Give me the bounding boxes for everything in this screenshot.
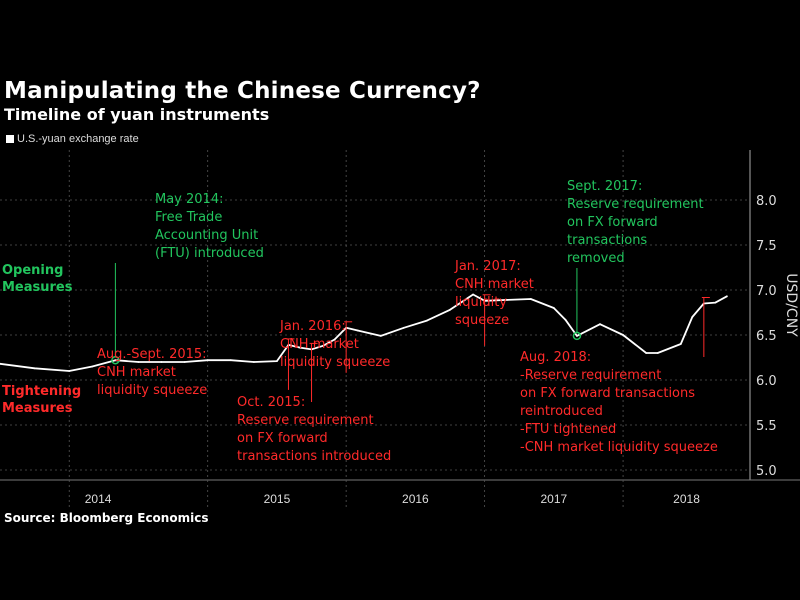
data-point [379, 335, 382, 337]
annotation-text: Jan. 2017: [454, 259, 521, 274]
x-tick-label: 2018 [673, 492, 700, 506]
annotation-text: on FX forward transactions [520, 386, 695, 401]
data-point [183, 361, 186, 363]
data-point [229, 359, 232, 362]
annotation-text: -FTU tightened [520, 422, 616, 437]
annotation-text: liquidity [455, 295, 507, 310]
annotation-text: liquidity squeeze [280, 355, 390, 370]
data-point [599, 323, 601, 326]
annotation-text: CNH market [97, 365, 176, 380]
y-tick-label: 6.0 [756, 374, 777, 389]
data-point [333, 338, 336, 341]
opening-measures-label: Measures [2, 280, 73, 295]
data-point [206, 359, 209, 362]
annotation-text: Oct. 2015: [237, 395, 305, 410]
x-tick-label: 2015 [264, 492, 291, 506]
data-point [691, 316, 694, 318]
data-point [0, 362, 1, 365]
annotation-text: (FTU) introduced [155, 246, 264, 261]
annotation-text: Reserve requirement [237, 413, 374, 428]
y-axis-label: USD/CNY [783, 273, 799, 337]
annotation-text: Free Trade [155, 210, 222, 225]
data-point [276, 360, 278, 362]
annotation-text: removed [567, 251, 625, 266]
data-point [656, 352, 659, 354]
data-point [322, 344, 324, 347]
annotation-text: -Reserve requirement [520, 368, 661, 383]
y-tick-label: 6.5 [756, 329, 777, 344]
data-point [160, 361, 163, 363]
data-point [402, 326, 405, 329]
data-point [472, 293, 474, 296]
annotation-text: May 2014: [155, 192, 223, 207]
data-point [726, 295, 728, 298]
x-tick-label: 2016 [402, 492, 429, 506]
annotation-text: transactions [567, 233, 647, 248]
data-point [714, 301, 717, 304]
tightening-measures-label: Measures [2, 401, 73, 416]
legend-label: U.S.-yuan exchange rate [17, 133, 139, 145]
data-point [356, 329, 359, 332]
annotation-text: reintroduced [520, 404, 603, 419]
annotation-text: CNH market [280, 337, 359, 352]
annotation-text: Jan. 2016: [279, 319, 346, 334]
annotation-text: on FX forward [237, 431, 328, 446]
data-point [449, 308, 451, 311]
data-point [68, 370, 71, 372]
data-point [529, 298, 532, 300]
legend-swatch [6, 135, 14, 143]
y-tick-label: 8.0 [756, 194, 777, 209]
annotation-text: Accounting Unit [155, 228, 258, 243]
data-point [91, 365, 94, 368]
y-tick-label: 5.0 [756, 464, 777, 479]
annotation-text: Aug. 2018: [520, 350, 591, 365]
annotation-text: Sept. 2017: [567, 179, 642, 194]
annotation-text: -CNH market liquidity squeeze [520, 440, 718, 455]
y-tick-label: 7.0 [756, 284, 777, 299]
annotation-text: transactions introduced [237, 449, 391, 464]
data-point [299, 346, 301, 349]
data-point [137, 361, 140, 363]
legend: U.S.-yuan exchange rate [6, 133, 139, 145]
data-point [506, 299, 509, 301]
data-point [576, 335, 578, 337]
tightening-measures-label: Tightening [2, 384, 81, 399]
annotation-text: Reserve requirement [567, 197, 704, 212]
data-point [679, 343, 682, 345]
data-point [564, 318, 567, 321]
x-tick-label: 2014 [85, 492, 112, 506]
y-tick-label: 7.5 [756, 239, 777, 254]
chart-title: Manipulating the Chinese Currency? [4, 78, 481, 104]
data-point [622, 334, 624, 336]
annotation-text: on FX forward [567, 215, 658, 230]
annotation-text: liquidity squeeze [97, 383, 207, 398]
data-point [252, 361, 255, 363]
data-point [426, 319, 428, 322]
x-tick-label: 2017 [540, 492, 567, 506]
chart-subtitle: Timeline of yuan instruments [4, 105, 270, 124]
source-note: Source: Bloomberg Economics [4, 511, 209, 525]
data-point [552, 307, 555, 309]
data-point [114, 359, 117, 362]
annotation-text: Aug.-Sept. 2015: [97, 347, 207, 362]
data-point [645, 352, 648, 354]
annotation-text: CNH market [455, 277, 534, 292]
data-point [33, 367, 36, 370]
annotation-text: squeeze [455, 313, 509, 328]
y-tick-label: 5.5 [756, 419, 777, 434]
opening-measures-label: Opening [2, 263, 63, 278]
